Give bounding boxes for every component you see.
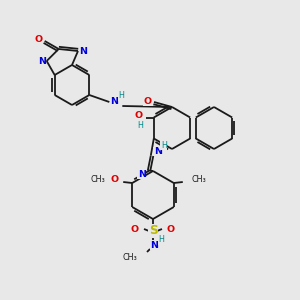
Text: CH₃: CH₃ bbox=[91, 176, 106, 184]
Text: N: N bbox=[110, 98, 118, 106]
Text: O: O bbox=[131, 224, 139, 233]
Text: H: H bbox=[158, 236, 164, 244]
Text: CH₃: CH₃ bbox=[123, 253, 137, 262]
Text: O: O bbox=[167, 224, 175, 233]
Text: N: N bbox=[154, 147, 162, 156]
Text: N: N bbox=[138, 170, 146, 179]
Text: O: O bbox=[144, 97, 152, 106]
Text: H: H bbox=[137, 121, 143, 130]
Text: S: S bbox=[148, 224, 158, 238]
Text: CH₃: CH₃ bbox=[191, 176, 206, 184]
Text: O: O bbox=[34, 34, 43, 43]
Text: H: H bbox=[161, 141, 167, 150]
Text: O: O bbox=[135, 111, 143, 120]
Text: N: N bbox=[38, 56, 46, 65]
Text: H: H bbox=[118, 92, 124, 100]
Text: N: N bbox=[150, 241, 158, 250]
Text: O: O bbox=[110, 175, 118, 184]
Text: N: N bbox=[79, 46, 87, 56]
